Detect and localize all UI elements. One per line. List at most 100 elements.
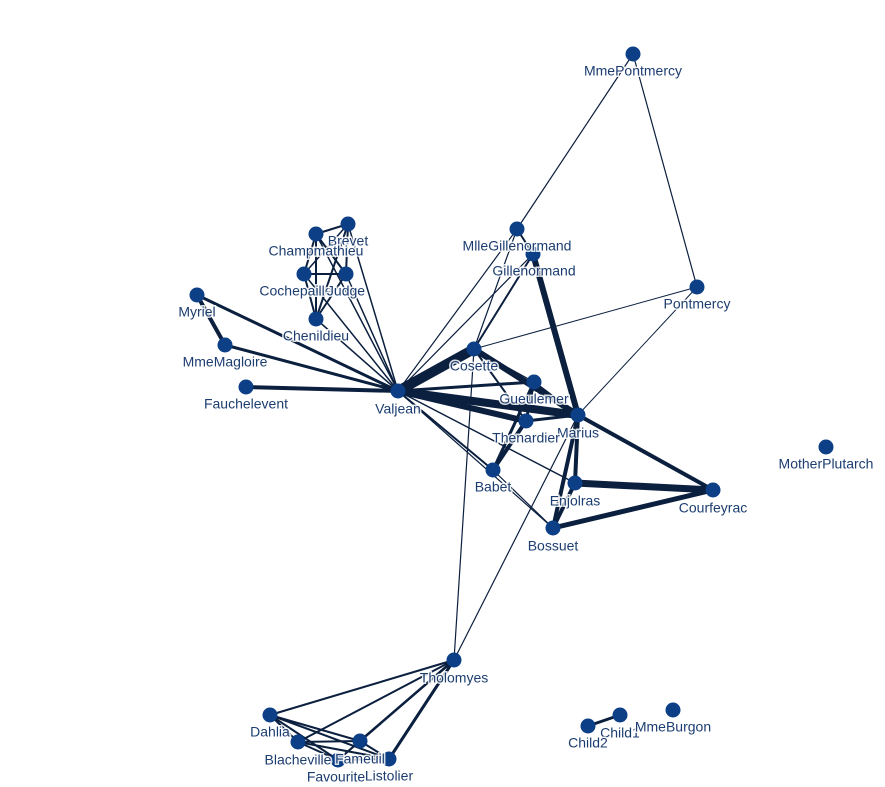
edge [550,487,716,531]
node-label: MmeBurgon [635,719,711,735]
edge [571,479,717,494]
node-label: Favourite [307,769,366,785]
edge [297,659,455,743]
node [390,383,406,399]
edge [297,740,361,743]
node-label: MotherPlutarch [779,456,874,472]
edge [269,714,361,742]
node [308,311,324,327]
edge [269,659,455,716]
edge [397,390,494,471]
node-label: Bossuet [528,538,579,554]
node-label: Tholomyes [420,670,488,686]
node-label: Thenardier [492,430,560,446]
edge [269,714,390,760]
nodes [189,46,834,768]
node [290,734,306,750]
edge [223,343,400,393]
node-label: Pontmercy [664,296,731,312]
edge [491,380,536,472]
edge [387,658,456,761]
edge [551,413,580,530]
node-label: Babet [475,479,512,495]
node [238,379,254,395]
node [705,482,721,498]
node [189,287,205,303]
edge [533,381,579,416]
edge [393,344,479,396]
node [525,246,541,262]
edge [473,348,527,422]
edge [473,348,535,383]
edge [337,758,390,761]
node-label: Brevet [328,233,369,249]
edge [345,273,399,392]
node [340,216,356,232]
node [567,475,583,491]
node-label: Judge [327,283,365,299]
node-label: Gueulemer [499,391,569,407]
edge [195,293,400,393]
node [818,439,834,455]
edge [315,233,347,275]
node [262,707,278,723]
edge [345,223,349,275]
node [625,46,641,62]
edge [244,385,400,393]
node-label: Courfeyrac [679,500,747,516]
edge [530,251,581,418]
node-label: Marius [557,425,599,441]
edge [397,253,534,392]
labels: MmePontmercy MlleGillenormand Gillenormand… [177,61,875,786]
edge [297,741,390,760]
node [381,751,397,767]
node-label: Chenildieu [283,328,349,344]
node-label: Dahlia [250,724,290,740]
node [526,374,542,390]
edge [516,53,634,230]
edge [303,223,349,275]
node [485,462,501,478]
node-label: MmeMagloire [183,354,268,370]
node [296,266,312,282]
edge [315,318,399,392]
edge [471,346,581,418]
edge [524,413,580,423]
node [338,266,354,282]
node [665,702,681,718]
edge [397,228,518,392]
node [689,279,705,295]
node-label: Champmathieu [269,243,364,259]
edge [315,233,399,392]
node-label: Listolier [365,768,414,784]
node-label: Myriel [178,304,215,320]
node [545,520,561,536]
edge [303,273,399,392]
node-label: MlleGillenormand [463,238,572,254]
node [518,413,534,429]
node [352,733,368,749]
edge [491,419,528,472]
node-label: Cochepaille [259,283,332,299]
node [446,652,462,668]
node-label: Child1 [600,725,640,741]
node [330,752,346,768]
node-label: MmePontmercy [584,63,682,79]
node [217,337,233,353]
node [570,407,586,423]
edge [551,481,577,530]
node-label: Enjolras [550,493,601,509]
edge [397,390,576,484]
edge [473,253,534,350]
edge [632,53,698,288]
edge [576,413,715,492]
node [308,226,324,242]
node-label: Cosette [450,358,498,374]
edge [397,390,554,529]
node-label: Valjean [375,401,421,417]
node [612,707,628,723]
node [509,221,525,237]
node-label: Fauchelevent [204,396,288,412]
edge [195,293,227,347]
